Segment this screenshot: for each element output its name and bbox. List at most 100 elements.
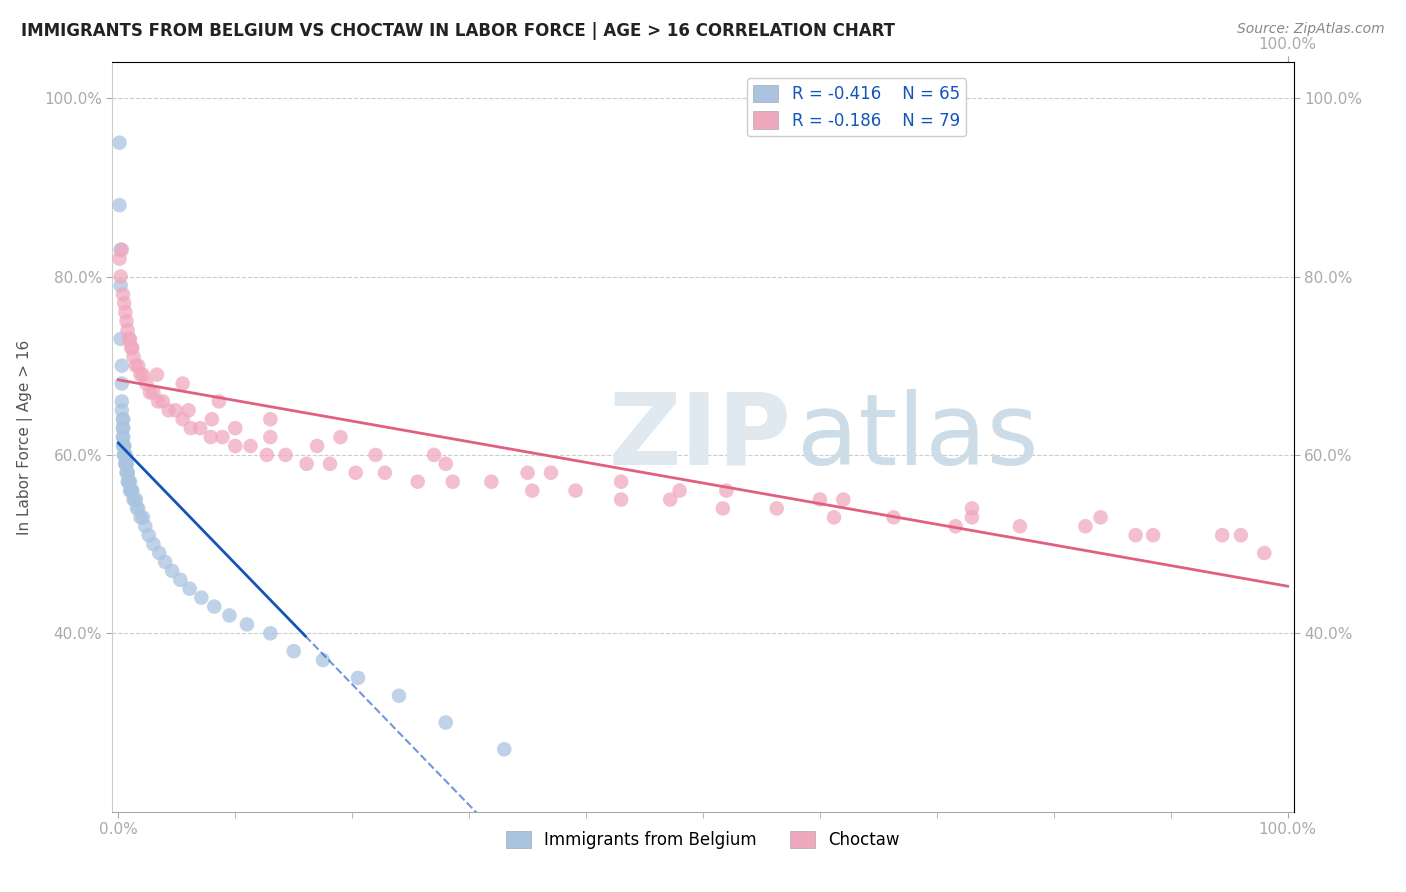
Point	[117, 323, 139, 337]
Point	[1230, 528, 1253, 542]
Point	[148, 546, 170, 560]
Point	[1090, 510, 1112, 524]
Point	[108, 252, 131, 266]
Point	[236, 617, 259, 632]
Point	[146, 368, 169, 382]
Point	[132, 510, 155, 524]
Point	[110, 243, 132, 257]
Text: atlas: atlas	[797, 389, 1039, 485]
Point	[114, 457, 136, 471]
Point	[121, 483, 143, 498]
Point	[711, 501, 734, 516]
Point	[112, 448, 135, 462]
Point	[112, 439, 135, 453]
Point	[114, 448, 136, 462]
Point	[111, 412, 134, 426]
Point	[516, 466, 538, 480]
Point	[112, 296, 135, 310]
Point	[406, 475, 429, 489]
Point	[122, 492, 145, 507]
Point	[208, 394, 231, 409]
Point	[1008, 519, 1031, 533]
Point	[118, 475, 141, 489]
Point	[307, 439, 329, 453]
Point	[211, 430, 233, 444]
Point	[218, 608, 240, 623]
Point	[111, 430, 134, 444]
Point	[142, 537, 165, 551]
Point	[259, 430, 281, 444]
Point	[160, 564, 183, 578]
Point	[127, 359, 149, 373]
Point	[1074, 519, 1097, 533]
Point	[201, 412, 224, 426]
Point	[117, 466, 139, 480]
Point	[124, 492, 146, 507]
Point	[434, 715, 457, 730]
Point	[479, 475, 502, 489]
Point	[1211, 528, 1233, 542]
Point	[114, 448, 136, 462]
Point	[659, 492, 682, 507]
Point	[295, 457, 318, 471]
Point	[441, 475, 464, 489]
Point	[259, 626, 281, 640]
Point	[120, 483, 142, 498]
Point	[239, 439, 262, 453]
Point	[256, 448, 278, 462]
Point	[111, 287, 134, 301]
Point	[172, 376, 194, 391]
Point	[1142, 528, 1164, 542]
Point	[610, 492, 633, 507]
Point	[111, 439, 134, 453]
Point	[135, 376, 157, 391]
Point	[112, 448, 135, 462]
Point	[434, 457, 457, 471]
Point	[960, 510, 983, 524]
Y-axis label: In Labor Force | Age > 16: In Labor Force | Age > 16	[17, 340, 32, 534]
Point	[114, 305, 136, 319]
Point	[115, 457, 138, 471]
Point	[374, 466, 396, 480]
Point	[125, 359, 148, 373]
Point	[121, 341, 143, 355]
Point	[111, 243, 134, 257]
Point	[179, 582, 201, 596]
Point	[716, 483, 738, 498]
Point	[112, 439, 135, 453]
Point	[157, 403, 180, 417]
Point	[177, 403, 200, 417]
Point	[329, 430, 352, 444]
Point	[1253, 546, 1275, 560]
Point	[110, 278, 132, 293]
Point	[129, 368, 152, 382]
Point	[259, 412, 281, 426]
Point	[364, 448, 387, 462]
Point	[224, 439, 246, 453]
Point	[111, 412, 134, 426]
Point	[134, 519, 156, 533]
Point	[118, 475, 141, 489]
Point	[945, 519, 967, 533]
Point	[118, 332, 141, 346]
Point	[114, 457, 136, 471]
Point	[138, 528, 160, 542]
Text: Source: ZipAtlas.com: Source: ZipAtlas.com	[1237, 22, 1385, 37]
Legend: Immigrants from Belgium, Choctaw: Immigrants from Belgium, Choctaw	[499, 824, 907, 855]
Point	[494, 742, 516, 756]
Point	[188, 421, 211, 435]
Point	[127, 501, 149, 516]
Text: ZIP: ZIP	[609, 389, 792, 485]
Point	[118, 475, 141, 489]
Point	[808, 492, 831, 507]
Point	[283, 644, 305, 658]
Point	[108, 136, 131, 150]
Point	[540, 466, 562, 480]
Point	[111, 421, 134, 435]
Point	[108, 198, 131, 212]
Point	[274, 448, 297, 462]
Point	[125, 492, 148, 507]
Point	[146, 394, 169, 409]
Point	[202, 599, 225, 614]
Point	[668, 483, 690, 498]
